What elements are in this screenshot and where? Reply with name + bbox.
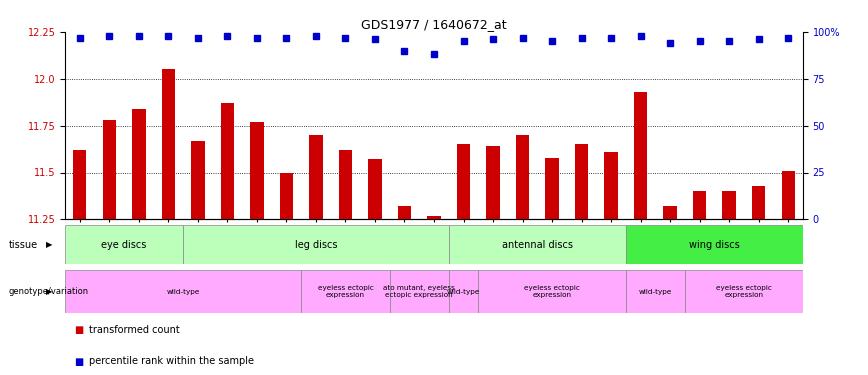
Bar: [301, 270, 390, 313]
Bar: [65, 270, 301, 313]
Bar: [65, 225, 183, 264]
Bar: [390, 270, 449, 313]
Text: eyeless ectopic
expression: eyeless ectopic expression: [318, 285, 373, 298]
Bar: [73, 150, 87, 219]
Text: eye discs: eye discs: [102, 240, 147, 250]
Bar: [486, 146, 500, 219]
Bar: [685, 270, 803, 313]
Bar: [398, 206, 411, 219]
Text: percentile rank within the sample: percentile rank within the sample: [89, 357, 254, 366]
Text: wild-type: wild-type: [447, 289, 480, 295]
Bar: [626, 270, 685, 313]
Text: eyeless ectopic
expression: eyeless ectopic expression: [716, 285, 772, 298]
Text: ato mutant, eyeless
ectopic expression: ato mutant, eyeless ectopic expression: [384, 285, 455, 298]
Bar: [663, 206, 677, 219]
Bar: [279, 172, 293, 219]
Bar: [575, 144, 589, 219]
Bar: [516, 135, 529, 219]
Text: ■: ■: [74, 357, 83, 366]
Bar: [478, 270, 626, 313]
Text: ▶: ▶: [46, 240, 52, 249]
Text: ▶: ▶: [46, 287, 52, 296]
Text: transformed count: transformed count: [89, 325, 181, 335]
Text: leg discs: leg discs: [295, 240, 337, 250]
Text: eyeless ectopic
expression: eyeless ectopic expression: [524, 285, 580, 298]
Bar: [693, 191, 707, 219]
Bar: [368, 159, 382, 219]
Bar: [309, 135, 323, 219]
Bar: [626, 225, 803, 264]
Bar: [183, 225, 449, 264]
Bar: [220, 103, 234, 219]
Bar: [634, 92, 648, 219]
Bar: [102, 120, 116, 219]
Bar: [722, 191, 736, 219]
Text: genotype/variation: genotype/variation: [9, 287, 89, 296]
Text: wild-type: wild-type: [639, 289, 672, 295]
Text: antennal discs: antennal discs: [502, 240, 573, 250]
Bar: [132, 109, 146, 219]
Text: ■: ■: [74, 325, 83, 335]
Bar: [449, 225, 626, 264]
Bar: [545, 158, 559, 219]
Bar: [457, 144, 470, 219]
Bar: [339, 150, 352, 219]
Bar: [427, 216, 441, 219]
Text: wild-type: wild-type: [167, 289, 200, 295]
Bar: [781, 171, 795, 219]
Bar: [191, 141, 205, 219]
Bar: [752, 186, 766, 219]
Bar: [449, 270, 478, 313]
Text: tissue: tissue: [9, 240, 38, 250]
Bar: [604, 152, 618, 219]
Bar: [250, 122, 264, 219]
Bar: [161, 69, 175, 219]
Title: GDS1977 / 1640672_at: GDS1977 / 1640672_at: [361, 18, 507, 31]
Text: wing discs: wing discs: [689, 240, 740, 250]
